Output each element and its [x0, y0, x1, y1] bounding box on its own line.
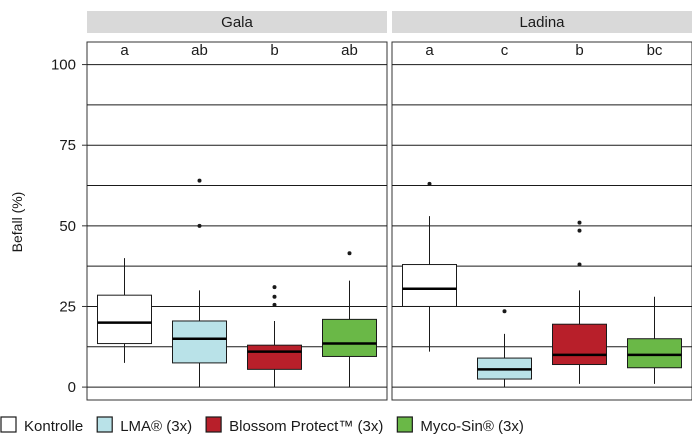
- panel-gala: Gala a ab b ab: [86, 11, 388, 401]
- significance-letter: a: [425, 42, 434, 59]
- panels: Gala a ab b ab Ladina a c b bc: [86, 11, 692, 401]
- box-ladina-3: b: [552, 42, 607, 384]
- strip-title: Ladina: [519, 14, 565, 31]
- y-tick-label: 50: [59, 218, 76, 235]
- box-iqr: [247, 344, 302, 370]
- box-iqr: [552, 323, 607, 366]
- y-tick-label: 0: [68, 379, 76, 396]
- y-tick-label: 25: [59, 298, 76, 315]
- legend-label: Myco-Sin® (3x): [420, 418, 524, 435]
- significance-letter: c: [501, 42, 509, 59]
- significance-letter: b: [575, 42, 583, 59]
- outlier-point: [272, 294, 277, 299]
- strip-background: [392, 11, 692, 33]
- box-iqr: [322, 318, 377, 357]
- box-ladina-2: c: [477, 42, 532, 388]
- legend-swatch: [396, 416, 413, 433]
- outlier-point: [347, 251, 352, 256]
- legend-label: LMA® (3x): [120, 418, 192, 435]
- legend-item: LMA® (3x): [96, 416, 192, 435]
- y-tick-label: 100: [51, 57, 76, 74]
- significance-letter: a: [120, 42, 129, 59]
- significance-letter: ab: [191, 42, 208, 59]
- outlier-point: [502, 309, 507, 314]
- significance-letter: bc: [647, 42, 663, 59]
- box-iqr: [402, 264, 457, 307]
- legend-item: Myco-Sin® (3x): [396, 416, 524, 435]
- outlier-point: [577, 220, 582, 225]
- box-iqr: [627, 338, 682, 369]
- legend-label: Kontrolle: [24, 418, 83, 435]
- outlier-point: [427, 181, 432, 186]
- legend-item: Blossom Protect™ (3x): [205, 416, 383, 435]
- box-iqr: [97, 294, 152, 345]
- outlier-point: [272, 302, 277, 307]
- y-tick-label: 75: [59, 137, 76, 154]
- strip-title: Gala: [221, 14, 253, 31]
- box-ladina-1: a: [402, 42, 457, 352]
- outlier-point: [577, 228, 582, 233]
- legend-swatch: [96, 416, 113, 433]
- significance-letter: ab: [341, 42, 358, 59]
- outlier-point: [197, 223, 202, 228]
- box-gala-4: ab: [322, 42, 377, 388]
- strip-background: [87, 11, 387, 33]
- outlier-point: [197, 178, 202, 183]
- legend-swatch: [0, 416, 17, 433]
- box-ladina-4: bc: [627, 42, 682, 384]
- y-axis-title: Befall (%): [9, 192, 25, 253]
- legend-item: Kontrolle: [0, 416, 83, 435]
- box-gala-1: a: [97, 42, 152, 363]
- box-iqr: [172, 320, 227, 364]
- legend-label: Blossom Protect™ (3x): [229, 418, 383, 435]
- panel-ladina: Ladina a c b bc: [391, 11, 692, 401]
- outlier-point: [577, 262, 582, 267]
- y-axis: 0 25 50 75 100: [51, 57, 87, 396]
- outlier-point: [272, 285, 277, 290]
- box-gala-2: ab: [172, 42, 227, 388]
- legend: Kontrolle LMA® (3x) Blossom Protect™ (3x) M…: [0, 416, 524, 435]
- box-gala-3: b: [247, 42, 302, 388]
- significance-letter: b: [270, 42, 278, 59]
- legend-swatch: [205, 416, 222, 433]
